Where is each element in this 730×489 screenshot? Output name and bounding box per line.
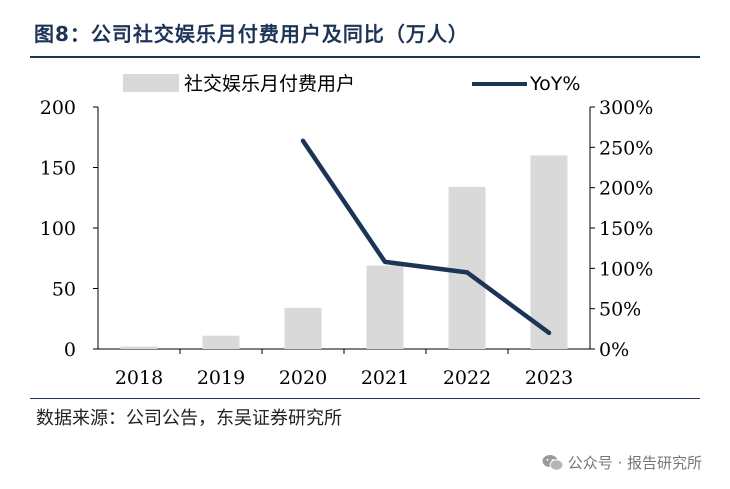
x-tick-label: 2021 [361, 367, 409, 389]
right-tick-label: 50% [599, 299, 641, 321]
left-tick-label: 200 [40, 97, 76, 119]
right-tick-label: 250% [599, 137, 653, 159]
x-tick-label: 2022 [443, 367, 491, 389]
x-tick-label: 2023 [525, 367, 573, 389]
bar-2022 [448, 186, 486, 349]
wechat-icon [542, 454, 564, 471]
bar-2023 [530, 155, 568, 349]
yoy-line-series [300, 138, 552, 336]
left-tick-label: 150 [40, 158, 76, 180]
page-title: 图8：公司社交娱乐月付费用户及同比（万人） [34, 22, 469, 46]
source-note: 数据来源：公司公告，东吴证券研究所 [36, 408, 342, 429]
yoy-line [300, 138, 552, 336]
x-tick-label: 2018 [115, 367, 163, 389]
legend: 社交娱乐月付费用户 YoY% [123, 73, 580, 95]
right-tick-label: 150% [599, 218, 653, 240]
legend-bar-label: 社交娱乐月付费用户 [184, 73, 355, 95]
title-divider [30, 56, 700, 58]
watermark-text: 公众号 · 报告研究所 [567, 454, 702, 472]
watermark: 公众号 · 报告研究所 [542, 452, 702, 473]
right-tick-label: 100% [599, 258, 653, 280]
bar-2020 [284, 307, 322, 349]
source-divider [30, 398, 700, 399]
right-tick-label: 200% [599, 178, 653, 200]
left-tick-label: 100 [40, 218, 76, 240]
yoy-point [301, 138, 305, 143]
yoy-point [465, 270, 469, 275]
legend-line-label: YoY% [529, 73, 580, 95]
left-tick-label: 0 [64, 339, 76, 361]
x-tick-label: 2020 [279, 367, 327, 389]
tick-labels: 0 50 100 150 200 0% 50% 100% 150% 200% 250% 300% 201… [40, 97, 654, 389]
yoy-point [383, 259, 387, 264]
left-tick-label: 50 [52, 279, 76, 301]
bar-2018 [120, 346, 158, 349]
legend-bar-swatch [123, 74, 179, 92]
right-tick-label: 0% [599, 339, 629, 361]
bar-2021 [366, 265, 404, 349]
right-tick-label: 300% [599, 97, 653, 119]
bar-2019 [202, 335, 240, 349]
bars [120, 155, 568, 349]
axes [93, 106, 595, 354]
x-tick-label: 2019 [197, 367, 245, 389]
chart: 社交娱乐月付费用户 YoY% 0 50 100 150 200 0% 50% 100% 150%… [40, 73, 654, 389]
yoy-point [547, 330, 551, 335]
